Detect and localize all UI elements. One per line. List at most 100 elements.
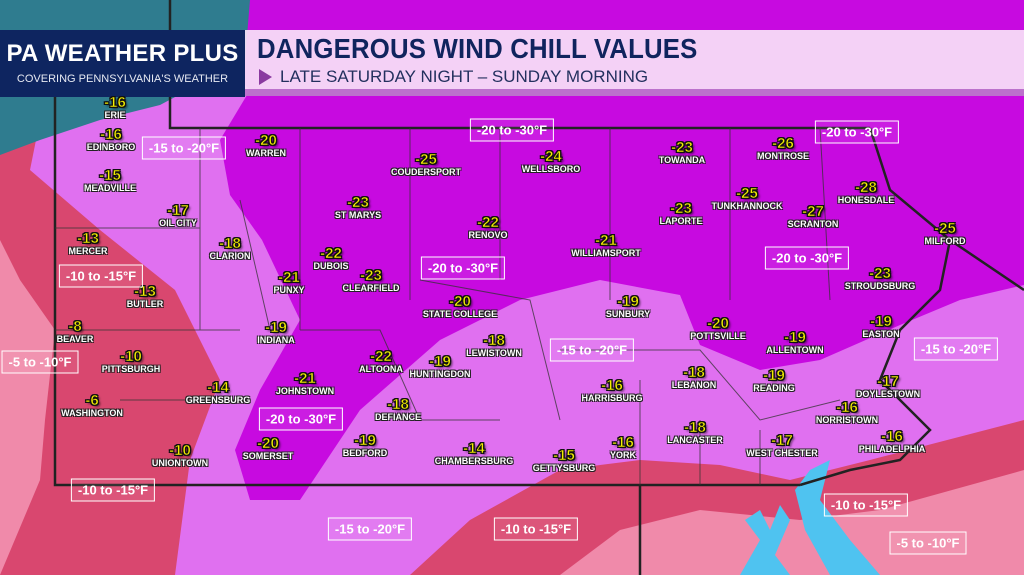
wind-chill-value: -22 — [370, 348, 392, 365]
wind-chill-value: -16 — [100, 126, 122, 143]
city-label: -25 TUNKHANNOCK — [712, 186, 783, 211]
city-name: MONTROSE — [756, 151, 810, 161]
city-label: -19 HUNTINGDON — [410, 354, 471, 379]
city-label: -23 TOWANDA — [659, 140, 705, 165]
wind-chill-value: -19 — [784, 329, 806, 346]
city-label: -16 NORRISTOWN — [816, 400, 878, 425]
city-label: -17 WEST CHESTER — [746, 433, 818, 458]
city-name: COUDERSPORT — [390, 167, 462, 177]
city-label: -10 UNIONTOWN — [152, 443, 208, 468]
city-name: EDINBORO — [86, 142, 136, 152]
city-label: -16 ERIE — [104, 95, 126, 120]
city-name: YORK — [609, 450, 637, 460]
county-lines — [55, 127, 841, 485]
wind-chill-value: -18 — [219, 235, 241, 252]
city-label: -6 WASHINGTON — [61, 393, 123, 418]
map-subtitle-row: LATE SATURDAY NIGHT – SUNDAY MORNING — [259, 67, 648, 87]
wind-chill-value: -16 — [601, 377, 623, 394]
wind-chill-value: -20 — [257, 435, 279, 452]
wind-chill-value: -23 — [671, 139, 693, 156]
city-name: MERCER — [68, 246, 108, 256]
wind-chill-value: -20 — [449, 293, 471, 310]
city-name: RENOVO — [468, 230, 508, 240]
wind-chill-value: -28 — [855, 179, 877, 196]
city-label: -8 BEAVER — [57, 319, 94, 344]
wind-chill-value: -17 — [877, 373, 899, 390]
city-name: WILLIAMSPORT — [571, 248, 641, 258]
city-name: LEBANON — [671, 380, 717, 390]
city-label: -26 MONTROSE — [757, 136, 809, 161]
city-name: TUNKHANNOCK — [711, 201, 783, 211]
wind-chill-value: -19 — [870, 313, 892, 330]
city-name: OIL CITY — [159, 218, 197, 228]
city-name: SUNBURY — [605, 309, 651, 319]
wind-chill-value: -19 — [354, 432, 376, 449]
city-label: -22 ALTOONA — [359, 349, 403, 374]
wind-chill-value: -17 — [771, 432, 793, 449]
city-label: -20 SOMERSET — [243, 436, 294, 461]
city-label: -18 LEWISTOWN — [466, 333, 522, 358]
wind-chill-value: -23 — [347, 194, 369, 211]
city-name: CLEARFIELD — [342, 283, 400, 293]
city-name: GREENSBURG — [185, 395, 251, 405]
city-label: -10 PITTSBURGH — [102, 349, 161, 374]
wind-chill-value: -14 — [207, 379, 229, 396]
city-label: -19 ALLENTOWN — [766, 330, 823, 355]
city-label: -19 READING — [753, 368, 795, 393]
city-name: LANCASTER — [667, 435, 723, 445]
city-name: READING — [753, 383, 795, 393]
city-name: DUBOIS — [313, 261, 349, 271]
wind-chill-value: -8 — [68, 318, 82, 335]
city-name: HARRISBURG — [581, 393, 643, 403]
title-banner: DANGEROUS WIND CHILL VALUES LATE SATURDA… — [245, 30, 1024, 96]
city-name: EASTON — [862, 329, 900, 339]
wind-chill-value: -6 — [85, 392, 99, 409]
city-label: -16 EDINBORO — [87, 127, 136, 152]
city-name: JOHNSTOWN — [275, 386, 335, 396]
wind-chill-value: -20 — [255, 132, 277, 149]
wind-chill-value: -19 — [265, 319, 287, 336]
city-name: STROUDSBURG — [844, 281, 916, 291]
range-label: -10 to -15°F — [70, 478, 156, 502]
wind-chill-value: -21 — [294, 370, 316, 387]
city-name: LEWISTOWN — [466, 348, 522, 358]
wind-chill-value: -18 — [684, 419, 706, 436]
city-label: -13 MERCER — [68, 231, 107, 256]
city-label: -25 COUDERSPORT — [391, 152, 461, 177]
wind-chill-value: -19 — [429, 353, 451, 370]
city-label: -21 JOHNSTOWN — [276, 371, 334, 396]
wind-chill-value: -16 — [881, 428, 903, 445]
wind-chill-value: -27 — [802, 203, 824, 220]
city-name: WARREN — [246, 148, 286, 158]
city-name: TOWANDA — [658, 155, 706, 165]
brand-header: PA WEATHER PLUS COVERING PENNSYLVANIA'S … — [0, 30, 245, 97]
wind-chill-value: -19 — [763, 367, 785, 384]
city-name: LAPORTE — [659, 216, 703, 226]
wind-chill-value: -18 — [387, 396, 409, 413]
range-label: -10 to -15°F — [493, 517, 579, 541]
wind-chill-value: -20 — [707, 315, 729, 332]
wind-chill-value: -22 — [477, 214, 499, 231]
range-label: -15 to -20°F — [327, 517, 413, 541]
city-name: WEST CHESTER — [746, 448, 818, 458]
city-label: -22 DUBOIS — [313, 246, 348, 271]
city-label: -13 BUTLER — [127, 284, 164, 309]
city-name: PITTSBURGH — [101, 364, 161, 374]
city-label: -21 WILLIAMSPORT — [571, 233, 641, 258]
city-label: -27 SCRANTON — [788, 204, 839, 229]
band-5-to-10-west — [0, 240, 55, 575]
city-label: -18 LEBANON — [672, 365, 717, 390]
city-label: -15 MEADVILLE — [84, 168, 136, 193]
map-title: DANGEROUS WIND CHILL VALUES — [257, 33, 698, 64]
range-label: -5 to -10°F — [889, 531, 967, 555]
city-label: -28 HONESDALE — [838, 180, 895, 205]
city-name: INDIANA — [257, 335, 295, 345]
wind-chill-value: -23 — [360, 267, 382, 284]
city-name: GETTYSBURG — [532, 463, 596, 473]
range-label: -10 to -15°F — [58, 264, 144, 288]
city-label: -14 GREENSBURG — [186, 380, 251, 405]
range-label: -20 to -30°F — [764, 246, 850, 270]
city-label: -20 POTTSVILLE — [690, 316, 746, 341]
brand-title: PA WEATHER PLUS — [6, 40, 239, 67]
wind-chill-value: -18 — [483, 332, 505, 349]
